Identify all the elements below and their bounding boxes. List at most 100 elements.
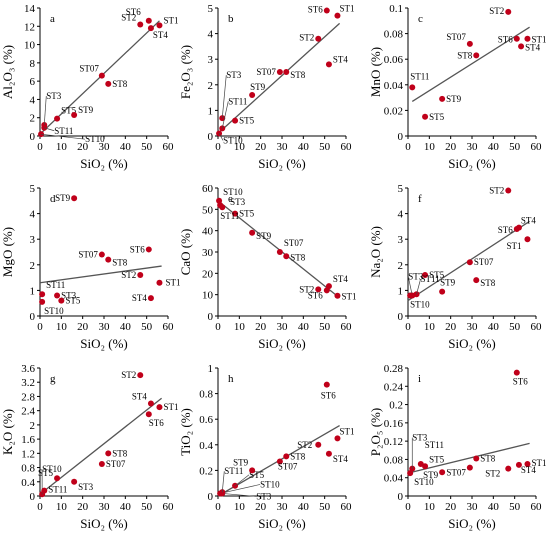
point-label-st8: ST8 bbox=[112, 79, 128, 89]
data-point-st07 bbox=[98, 251, 105, 258]
y-tick-label: 0.24 bbox=[384, 381, 404, 393]
x-tick-label: 10 bbox=[234, 141, 246, 153]
y-tick-label: 1 bbox=[30, 285, 36, 297]
data-point-st2 bbox=[137, 21, 144, 28]
point-label-st5: ST5 bbox=[249, 470, 265, 480]
data-point-st6 bbox=[513, 35, 520, 42]
y-axis-label: CaO (%) bbox=[178, 229, 193, 276]
point-label-st8: ST8 bbox=[290, 252, 306, 262]
data-point-st8 bbox=[473, 277, 480, 284]
panel-letter: f bbox=[418, 193, 422, 205]
point-label-st4: ST4 bbox=[132, 392, 148, 402]
point-label-st9: ST9 bbox=[446, 94, 462, 104]
y-tick-label: 3 bbox=[208, 54, 214, 66]
label-leader-line bbox=[43, 96, 47, 126]
point-label-st5: ST5 bbox=[429, 270, 445, 280]
point-label-st4: ST4 bbox=[521, 465, 537, 475]
y-tick-label: 12 bbox=[24, 21, 35, 33]
x-tick-label: 10 bbox=[56, 501, 68, 513]
y-tick-label: 50 bbox=[202, 204, 214, 216]
point-label-st5: ST5 bbox=[239, 209, 255, 219]
x-tick-label: 50 bbox=[509, 141, 521, 153]
x-tick-label: 30 bbox=[99, 501, 111, 513]
x-tick-label: 10 bbox=[234, 321, 246, 333]
data-point-st8 bbox=[473, 52, 480, 59]
x-tick-label: 30 bbox=[467, 501, 479, 513]
point-label-st07: ST07 bbox=[446, 468, 466, 478]
x-axis-label: SiO₂ (%) bbox=[80, 156, 128, 171]
point-label-st4: ST4 bbox=[333, 54, 349, 64]
point-label-st4: ST4 bbox=[525, 42, 541, 52]
trend-line bbox=[39, 265, 162, 284]
data-point-st6 bbox=[145, 411, 152, 418]
data-point-st1 bbox=[334, 435, 341, 442]
y-tick-label: 4 bbox=[398, 209, 404, 221]
data-point-st1 bbox=[156, 22, 163, 29]
data-point-st10 bbox=[216, 197, 223, 204]
data-point-st1 bbox=[524, 35, 531, 42]
y-tick-label: 0.8 bbox=[199, 389, 213, 401]
x-tick-label: 50 bbox=[319, 141, 331, 153]
data-point-st2 bbox=[505, 187, 512, 194]
x-tick-label: 50 bbox=[319, 321, 331, 333]
point-label-st1: ST1 bbox=[163, 15, 178, 25]
point-label-st11: ST11 bbox=[228, 96, 247, 106]
y-tick-label: 3.2 bbox=[21, 377, 35, 389]
point-label-st1: ST1 bbox=[165, 278, 180, 288]
data-point-st9 bbox=[249, 92, 256, 99]
y-tick-label: 5 bbox=[398, 183, 404, 195]
point-label-st9: ST9 bbox=[423, 470, 439, 480]
data-point-st8 bbox=[105, 450, 112, 457]
point-label-st07: ST07 bbox=[446, 32, 466, 42]
point-label-st1: ST1 bbox=[163, 402, 178, 412]
y-tick-label: 20 bbox=[202, 268, 214, 280]
data-point-st07 bbox=[98, 72, 105, 79]
x-tick-label: 50 bbox=[509, 501, 521, 513]
y-tick-label: 3 bbox=[398, 234, 404, 246]
data-point-st11 bbox=[219, 204, 226, 211]
y-tick-label: 40 bbox=[202, 226, 214, 238]
x-axis-label: SiO₂ (%) bbox=[258, 516, 306, 531]
data-point-st4 bbox=[147, 25, 154, 32]
y-tick-label: 0 bbox=[208, 491, 214, 503]
point-label-st07: ST07 bbox=[474, 257, 494, 267]
point-label-st11: ST11 bbox=[46, 280, 65, 290]
point-label-st6: ST6 bbox=[498, 35, 514, 45]
x-tick-label: 10 bbox=[56, 141, 68, 153]
y-tick-label: 1 bbox=[398, 285, 404, 297]
data-point-st5 bbox=[422, 113, 429, 120]
x-tick-label: 0 bbox=[215, 501, 221, 513]
data-point-st5 bbox=[232, 117, 239, 124]
data-point-st11 bbox=[409, 84, 416, 91]
chart-panel-e: 0 10 20 30 40 50 60 0 10 20 30 40 50 60 SiO₂ (%) CaO (%… bbox=[178, 183, 356, 351]
point-label-st11: ST11 bbox=[54, 126, 73, 136]
point-label-st4: ST4 bbox=[333, 274, 349, 284]
data-point-st8 bbox=[473, 455, 480, 462]
x-tick-label: 40 bbox=[298, 141, 310, 153]
data-point-st07 bbox=[466, 464, 473, 471]
point-label-st5: ST5 bbox=[65, 296, 81, 306]
data-point-st6 bbox=[145, 17, 152, 24]
y-tick-label: 0 bbox=[30, 491, 36, 503]
y-tick-label: 5 bbox=[30, 183, 36, 195]
point-label-st4: ST4 bbox=[153, 30, 169, 40]
point-label-st3: ST3 bbox=[78, 482, 94, 492]
data-point-st11 bbox=[41, 124, 48, 131]
x-tick-label: 20 bbox=[445, 321, 457, 333]
data-point-st2 bbox=[315, 441, 322, 448]
point-label-st8: ST8 bbox=[480, 278, 496, 288]
x-tick-label: 10 bbox=[56, 321, 68, 333]
point-label-st07: ST07 bbox=[79, 64, 99, 74]
label-leader-line bbox=[407, 276, 413, 296]
x-tick-label: 50 bbox=[141, 321, 153, 333]
panel-letter: d bbox=[50, 193, 56, 205]
y-tick-label: 0 bbox=[398, 311, 404, 323]
data-point-st07 bbox=[276, 249, 283, 255]
point-label-st9: ST9 bbox=[233, 457, 249, 467]
y-tick-label: 2.8 bbox=[21, 391, 35, 403]
x-axis-label: SiO₂ (%) bbox=[80, 516, 128, 531]
data-point-st6 bbox=[323, 7, 330, 14]
y-axis-label: TiO₂ (%) bbox=[178, 408, 193, 456]
trend-line bbox=[39, 397, 163, 495]
